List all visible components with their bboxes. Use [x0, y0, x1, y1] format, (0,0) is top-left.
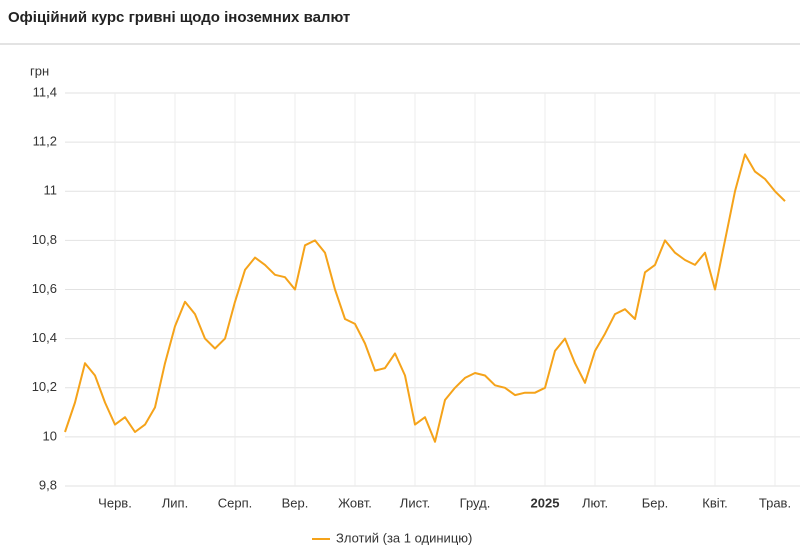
x-tick-label: Груд.	[460, 495, 491, 510]
x-tick-label: Лип.	[162, 495, 188, 510]
y-unit: грн	[30, 63, 49, 78]
x-tick-label: Трав.	[759, 495, 791, 510]
x-tick-label: Бер.	[642, 495, 669, 510]
x-tick-label: Черв.	[98, 495, 132, 510]
legend-label: Злотий (за 1 одиницю)	[336, 530, 472, 545]
y-tick-label: 10,8	[32, 232, 57, 247]
y-tick-label: 10,4	[32, 330, 57, 345]
y-tick-label: 11,4	[33, 84, 57, 99]
x-tick-label: Жовт.	[338, 495, 372, 510]
x-tick-label: Вер.	[282, 495, 309, 510]
series-line	[64, 153, 786, 443]
x-tick-label: Серп.	[218, 495, 253, 510]
x-tick-label: Квіт.	[702, 495, 728, 510]
y-tick-label: 10,6	[32, 281, 57, 296]
y-tick-label: 11	[44, 183, 58, 198]
y-tick-label: 10,2	[32, 379, 57, 394]
y-tick-label: 10	[43, 428, 57, 443]
x-tick-label: 2025	[531, 495, 560, 510]
x-tick-label: Лист.	[400, 495, 430, 510]
chart-title: Офіційний курс гривні щодо іноземних вал…	[8, 9, 350, 26]
y-tick-label: 11,2	[33, 134, 57, 149]
x-tick-label: Лют.	[582, 495, 608, 510]
y-tick-label: 9,8	[39, 477, 57, 492]
